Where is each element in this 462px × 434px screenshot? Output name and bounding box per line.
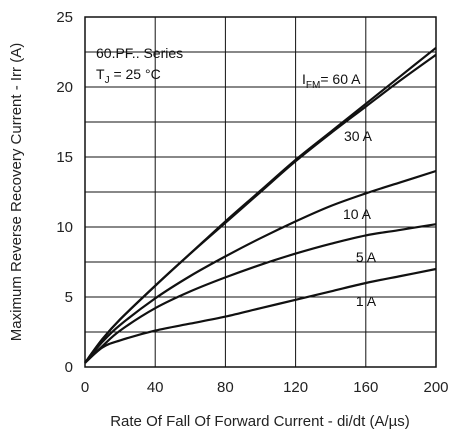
series-line-1 bbox=[84, 53, 437, 364]
series-line-0 bbox=[84, 46, 437, 364]
temperature-symbol: T bbox=[96, 66, 105, 82]
x-tick-label: 40 bbox=[147, 379, 164, 396]
x-tick-label: 80 bbox=[217, 379, 234, 396]
x-tick-label: 160 bbox=[353, 379, 378, 396]
x-tick-label: 120 bbox=[283, 379, 308, 396]
x-tick-label: 0 bbox=[81, 379, 89, 396]
temperature-value: = 25 °C bbox=[110, 66, 161, 82]
y-tick-label: 0 bbox=[65, 359, 73, 376]
temperature-subscript: J bbox=[105, 75, 110, 86]
series-label: 1 A bbox=[356, 293, 377, 309]
series-line-2 bbox=[84, 169, 437, 364]
series-label: 10 A bbox=[343, 206, 372, 222]
y-tick-label: 20 bbox=[56, 79, 73, 96]
temperature-annotation: TJ = 25 °C bbox=[96, 66, 161, 86]
plot-frame bbox=[84, 16, 437, 368]
y-tick-label: 15 bbox=[56, 149, 73, 166]
series-line-3 bbox=[84, 223, 437, 364]
y-tick-label: 5 bbox=[65, 289, 73, 306]
series-label: 30 A bbox=[344, 128, 373, 144]
y-tick-label: 10 bbox=[56, 219, 73, 236]
series-label: 5 A bbox=[356, 249, 377, 265]
y-tick-label: 25 bbox=[56, 9, 73, 26]
series-name-annotation: 60.PF.. Series bbox=[96, 45, 183, 61]
ifm-symbol: I bbox=[302, 71, 306, 87]
x-tick-label: 200 bbox=[423, 379, 448, 396]
ifm-annotation: IFM= 60 A bbox=[302, 71, 361, 91]
series-line-4 bbox=[84, 267, 437, 364]
tick-labels: 0 40 80 120 160 200 0 5 10 15 20 25 bbox=[56, 9, 448, 396]
x-axis-label: Rate Of Fall Of Forward Current - di/dt … bbox=[110, 413, 410, 430]
y-axis-label: Maximum Reverse Recovery Current - Irr (… bbox=[8, 43, 25, 341]
series-labels: 30 A 10 A 5 A 1 A bbox=[343, 128, 377, 309]
series-group bbox=[84, 46, 437, 364]
ifm-subscript: FM bbox=[306, 80, 320, 91]
ifm-value: = 60 A bbox=[320, 71, 361, 87]
